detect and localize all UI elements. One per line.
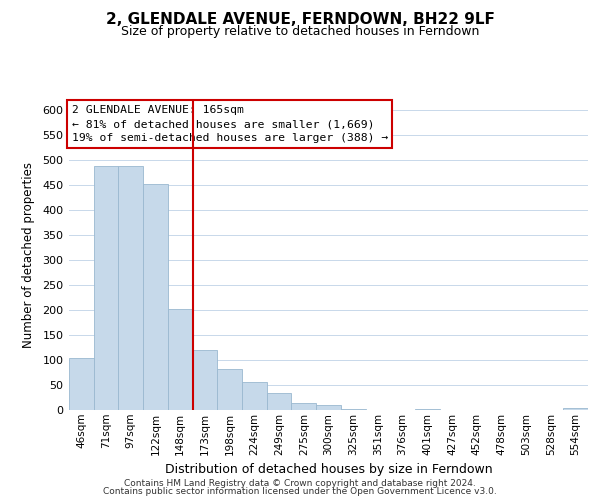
Bar [193,350,217,410]
Bar [69,358,94,410]
Text: Contains public sector information licensed under the Open Government Licence v3: Contains public sector information licen… [103,487,497,496]
Bar [341,408,365,410]
Bar [242,382,267,410]
Text: 2, GLENDALE AVENUE, FERNDOWN, BH22 9LF: 2, GLENDALE AVENUE, FERNDOWN, BH22 9LF [106,12,494,28]
Bar [316,405,341,410]
Bar [118,166,143,410]
Text: Size of property relative to detached houses in Ferndown: Size of property relative to detached ho… [121,25,479,38]
Bar [168,309,193,410]
Text: 2 GLENDALE AVENUE: 165sqm
← 81% of detached houses are smaller (1,669)
19% of se: 2 GLENDALE AVENUE: 165sqm ← 81% of detac… [71,104,388,144]
Bar [94,166,118,410]
Bar [563,408,588,410]
Bar [143,184,168,410]
Bar [267,392,292,410]
Text: Contains HM Land Registry data © Crown copyright and database right 2024.: Contains HM Land Registry data © Crown c… [124,478,476,488]
Bar [292,402,316,410]
Bar [217,369,242,410]
X-axis label: Distribution of detached houses by size in Ferndown: Distribution of detached houses by size … [164,463,493,476]
Bar [415,408,440,410]
Y-axis label: Number of detached properties: Number of detached properties [22,162,35,348]
